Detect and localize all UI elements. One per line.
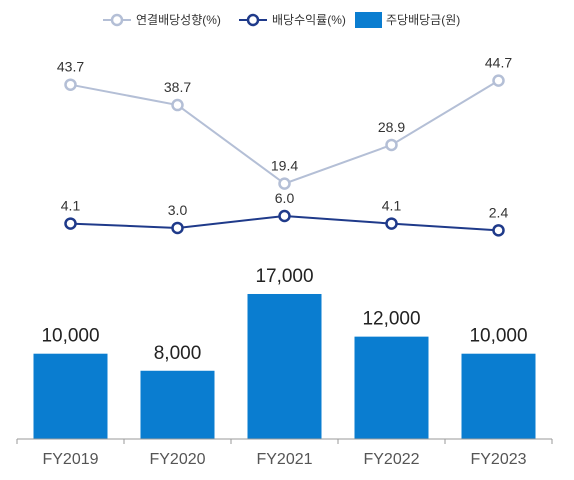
bar-value-label: 8,000	[154, 343, 202, 364]
bar-fy2019	[33, 353, 108, 439]
data-point	[492, 224, 505, 237]
bar-value-label: 17,000	[255, 266, 313, 287]
x-tick-label: FY2020	[149, 451, 205, 468]
data-point	[278, 177, 291, 190]
data-label: 3.0	[168, 202, 188, 218]
data-point	[278, 209, 291, 223]
bar-fy2020	[140, 370, 215, 439]
data-point	[64, 78, 77, 91]
data-label: 44.7	[485, 55, 512, 71]
x-tick-label: FY2023	[470, 451, 526, 468]
bar-value-label: 10,000	[41, 326, 99, 347]
data-label: 43.7	[57, 59, 84, 75]
data-point	[171, 98, 184, 112]
legend-item-dividend-per-share: 주당배당금(원)	[355, 12, 460, 28]
data-point	[64, 217, 77, 230]
data-label: 6.0	[275, 190, 295, 206]
x-tick-label: FY2022	[363, 451, 419, 468]
data-label: 4.1	[382, 198, 402, 214]
data-point	[385, 217, 398, 230]
legend-label-payout-ratio: 연결배당성향(%)	[136, 13, 221, 27]
legend-item-dividend-yield: 배당수익률(%)	[239, 13, 346, 27]
legend: 연결배당성향(%) 배당수익률(%) 주당배당금(원)	[103, 12, 460, 28]
line-series-dividend-yield: 4.1 3.0 6.0 4.1 2.4	[61, 190, 509, 237]
bar-value-label: 10,000	[469, 326, 527, 347]
data-point	[385, 138, 398, 152]
bar-fy2021	[247, 293, 322, 439]
legend-label-dividend-yield: 배당수익률(%)	[272, 13, 346, 27]
legend-item-payout-ratio: 연결배당성향(%)	[103, 13, 221, 27]
bar-fy2022	[354, 336, 429, 439]
data-point	[171, 221, 184, 235]
data-label: 19.4	[271, 158, 298, 174]
x-axis: FY2019 FY2020 FY2021 FY2022 FY2023	[16, 438, 553, 468]
data-label: 38.7	[164, 79, 191, 95]
x-tick-label: FY2021	[256, 451, 312, 468]
data-point	[492, 74, 505, 87]
data-label: 4.1	[61, 198, 81, 214]
bar-series: 10,000 8,000 17,000 12,000 10,000	[33, 266, 536, 439]
x-tick-label: FY2019	[42, 451, 98, 468]
data-label: 28.9	[378, 119, 405, 135]
bar-value-label: 12,000	[362, 309, 420, 330]
line-series-payout-ratio: 43.7 38.7 19.4 28.9 44.7	[57, 55, 512, 190]
legend-label-dividend-per-share: 주당배당금(원)	[386, 13, 460, 27]
bar-fy2023	[461, 353, 536, 439]
data-label: 2.4	[489, 204, 509, 220]
